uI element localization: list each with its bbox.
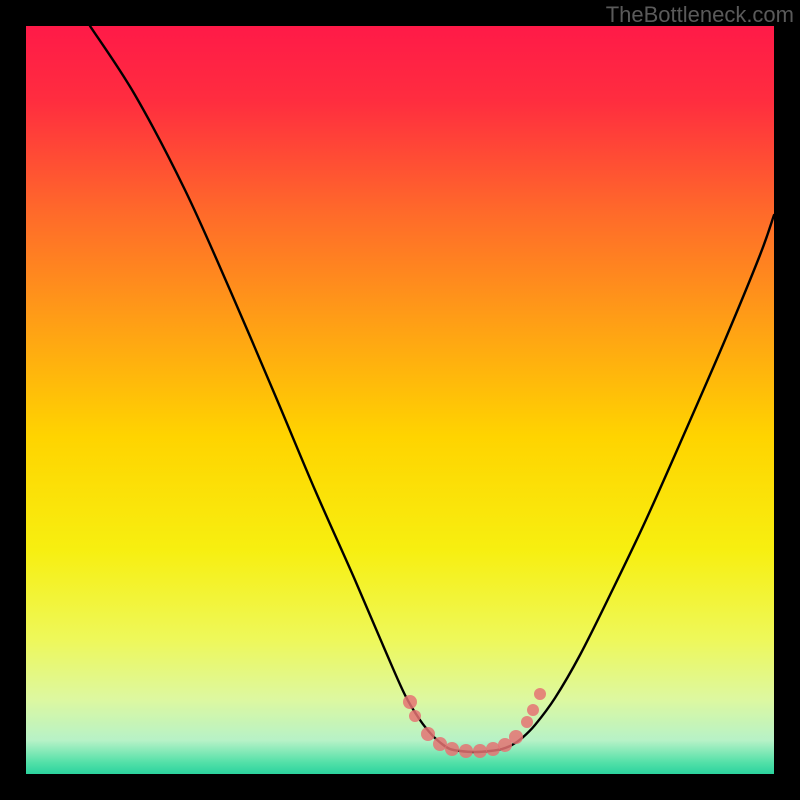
curve-marker (421, 727, 435, 741)
curve-marker (534, 688, 546, 700)
curve-marker (433, 737, 447, 751)
bottleneck-chart (0, 0, 800, 800)
curve-marker (409, 710, 421, 722)
curve-marker (486, 742, 500, 756)
curve-marker (473, 744, 487, 758)
curve-marker (509, 730, 523, 744)
curve-marker (527, 704, 539, 716)
curve-marker (459, 744, 473, 758)
curve-marker (445, 742, 459, 756)
curve-marker (403, 695, 417, 709)
plot-area (26, 26, 774, 774)
chart-stage: TheBottleneck.com (0, 0, 800, 800)
watermark-text: TheBottleneck.com (606, 2, 794, 28)
curve-marker (521, 716, 533, 728)
